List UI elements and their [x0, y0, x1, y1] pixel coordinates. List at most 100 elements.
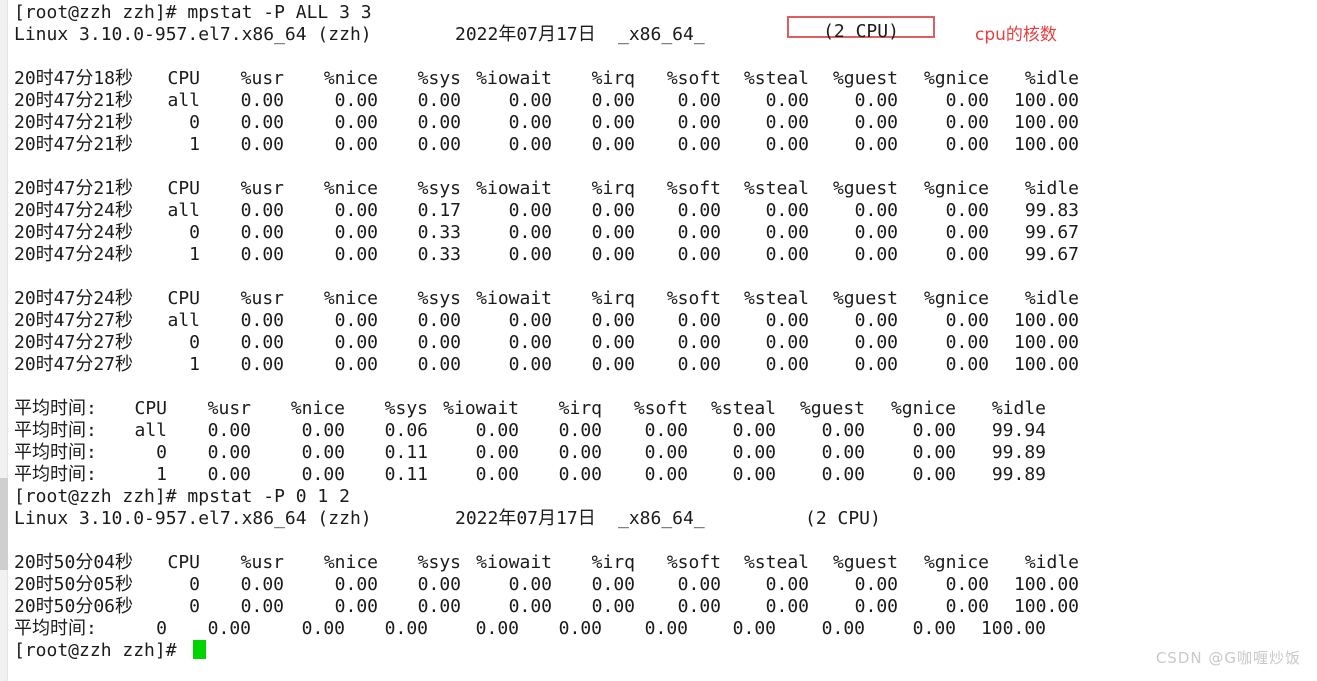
cell: 0.00 — [508, 596, 552, 617]
cell: 0.00 — [334, 134, 378, 155]
system-info-line-2: Linux 3.10.0-957.el7.x86_64 (zzh) 2022年0… — [0, 508, 1317, 530]
cell: 0.00 — [417, 354, 461, 375]
cell: 0.00 — [508, 354, 552, 375]
blank-line — [0, 156, 1317, 178]
header-cell: %iowait — [476, 178, 552, 199]
cell: 0.00 — [677, 310, 721, 331]
cell: 0.00 — [508, 310, 552, 331]
cell: 100.00 — [1013, 354, 1079, 375]
cell: 0.00 — [334, 222, 378, 243]
cell: 0.00 — [765, 310, 809, 331]
cell: 0.00 — [854, 222, 898, 243]
table-row: 平均时间: 0 0.00 0.00 0.11 0.00 0.00 0.00 0.00 0.00 0.… — [0, 442, 1317, 464]
cell: 100.00 — [1013, 574, 1079, 595]
cell: 0.00 — [945, 244, 989, 265]
cell: 0.00 — [207, 420, 251, 441]
table-header-row: 20时47分21秒 CPU %usr %nice %sys %iowait %irq %sof… — [0, 178, 1317, 200]
header-cell: %gnice — [923, 288, 989, 309]
cell: 0.17 — [417, 200, 461, 221]
blank-line — [0, 376, 1317, 398]
blank-line — [0, 530, 1317, 552]
header-cell: 20时47分21秒 — [14, 178, 134, 199]
header-cell: %iowait — [476, 68, 552, 89]
cell: 0.00 — [945, 112, 989, 133]
cell: all — [167, 90, 200, 111]
header-cell: %gnice — [923, 552, 989, 573]
blank-line — [0, 46, 1317, 68]
cell: 0.11 — [384, 464, 428, 485]
header-cell: %steal — [743, 288, 809, 309]
cell: 0.00 — [334, 200, 378, 221]
cell: 0.00 — [912, 420, 956, 441]
cell: 0.00 — [821, 442, 865, 463]
cell: 0.00 — [475, 420, 519, 441]
header-cell: %steal — [743, 552, 809, 573]
scrollbar[interactable] — [0, 0, 8, 681]
cell: 1 — [156, 464, 167, 485]
header-cell: %nice — [323, 68, 378, 89]
header-cell: %idle — [991, 398, 1046, 419]
cell: 20时50分05秒 — [14, 574, 134, 595]
cell: 平均时间: — [14, 618, 97, 639]
header-cell: %guest — [832, 552, 898, 573]
cell: 0.00 — [945, 332, 989, 353]
cell: 99.67 — [1024, 222, 1079, 243]
header-cell: 20时47分24秒 — [14, 288, 134, 309]
cell: 0.00 — [591, 574, 635, 595]
cell: 0.00 — [732, 442, 776, 463]
scrollbar-thumb[interactable] — [0, 478, 8, 570]
mpstat-interval-block-4: 20时50分04秒 CPU %usr %nice %sys %iowait %irq %sof… — [0, 552, 1317, 618]
header-cell: %idle — [1024, 68, 1079, 89]
header-cell: %irq — [591, 68, 635, 89]
header-cell: %sys — [417, 178, 461, 199]
cell: 0.00 — [765, 596, 809, 617]
cell: 0.00 — [417, 596, 461, 617]
cell: 0.00 — [508, 200, 552, 221]
prompt-command-1: [root@zzh zzh]# mpstat -P ALL 3 3 — [14, 2, 372, 23]
header-cell: %nice — [323, 288, 378, 309]
cell: 99.67 — [1024, 244, 1079, 265]
cell: 0 — [189, 222, 200, 243]
header-cell: %irq — [591, 288, 635, 309]
cell: 100.00 — [1013, 134, 1079, 155]
cell: 0.00 — [508, 90, 552, 111]
header-cell: %irq — [591, 552, 635, 573]
cell: 20时47分27秒 — [14, 332, 134, 353]
cell: 0.00 — [765, 574, 809, 595]
table-header-row: 20时50分04秒 CPU %usr %nice %sys %iowait %irq %sof… — [0, 552, 1317, 574]
mpstat-interval-block-3: 20时47分24秒 CPU %usr %nice %sys %iowait %irq %sof… — [0, 288, 1317, 376]
terminal-output: [root@zzh zzh]# mpstat -P ALL 3 3 Linux … — [0, 2, 1317, 662]
header-cell: %nice — [290, 398, 345, 419]
cell: 0.00 — [240, 244, 284, 265]
header-cell: %guest — [832, 178, 898, 199]
table-row: 20时47分27秒 1 0.00 0.00 0.00 0.00 0.00 0.00 0.00 0.… — [0, 354, 1317, 376]
cell: 0.00 — [334, 112, 378, 133]
cell: 0.00 — [240, 332, 284, 353]
cell: 0.00 — [591, 310, 635, 331]
header-cell: %sys — [384, 398, 428, 419]
header-cell: %sys — [417, 288, 461, 309]
cell: 0 — [189, 596, 200, 617]
terminal-cursor[interactable] — [193, 640, 207, 659]
cell: 0.00 — [558, 618, 602, 639]
cell: 1 — [189, 354, 200, 375]
cell: 0.00 — [765, 112, 809, 133]
cell: 0.00 — [508, 332, 552, 353]
prompt-command-2: [root@zzh zzh]# mpstat -P 0 1 2 — [14, 486, 350, 507]
mpstat-average-block: 平均时间: CPU %usr %nice %sys %iowait %irq %soft %st… — [0, 398, 1317, 486]
prompt-text: [root@zzh zzh]# — [14, 640, 188, 661]
cell: 99.83 — [1024, 200, 1079, 221]
cell: 0.33 — [417, 244, 461, 265]
cell: 0.00 — [765, 244, 809, 265]
cell: 0.00 — [854, 200, 898, 221]
cell: 0.00 — [240, 90, 284, 111]
cell: 0.00 — [677, 134, 721, 155]
cell: 0.00 — [508, 244, 552, 265]
header-cell: %guest — [799, 398, 865, 419]
table-row: 20时50分05秒 0 0.00 0.00 0.00 0.00 0.00 0.00 0.00 0.… — [0, 574, 1317, 596]
cell: 0.00 — [677, 200, 721, 221]
cell: 0.00 — [475, 464, 519, 485]
cell: 0.00 — [591, 200, 635, 221]
cell: 0.00 — [417, 134, 461, 155]
cell: 0.00 — [821, 420, 865, 441]
